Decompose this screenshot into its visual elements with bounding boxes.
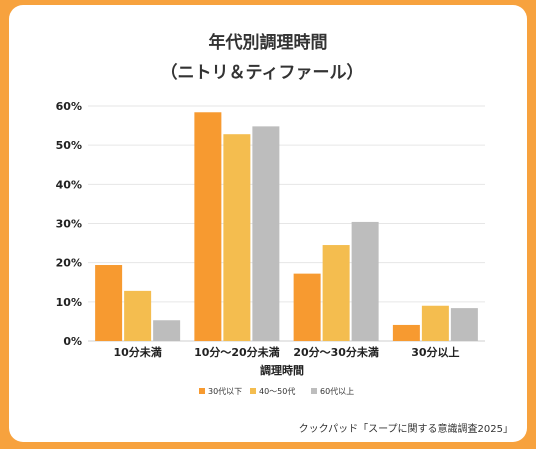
bar — [153, 320, 181, 341]
legend: 30代以下 40〜50代 60代以上 — [199, 386, 354, 396]
bar — [194, 112, 222, 342]
y-tick-label: 20% — [56, 257, 82, 270]
legend-label: 60代以上 — [320, 386, 354, 396]
legend-swatch — [311, 388, 317, 394]
bar — [293, 273, 321, 341]
bar — [124, 290, 152, 341]
y-tick-label: 10% — [56, 296, 82, 309]
x-axis-label: 調理時間 — [260, 363, 304, 377]
y-tick-label: 0% — [63, 335, 82, 348]
source-note: クックパッド「スープに関する意識調査2025」 — [299, 422, 513, 435]
bar — [392, 324, 420, 341]
y-tick-label: 30% — [56, 218, 82, 231]
legend-label: 30代以下 — [208, 386, 242, 396]
legend-label: 40〜50代 — [259, 386, 295, 396]
bars — [95, 112, 478, 342]
chart-title-line1: 年代別調理時間 — [209, 32, 328, 53]
x-category-label: 20分〜30分未満 — [293, 345, 379, 359]
y-axis-ticks: 0% 10% 20% 30% 40% 50% 60% — [56, 100, 82, 348]
bar — [450, 308, 478, 341]
legend-swatch — [199, 388, 205, 394]
bar — [351, 221, 379, 341]
legend-swatch — [250, 388, 256, 394]
chart-title-line2: （ニトリ＆ティファール） — [161, 62, 364, 83]
x-category-label: 30分以上 — [411, 345, 459, 359]
bar — [223, 134, 251, 341]
bar — [322, 245, 350, 341]
bar — [252, 126, 280, 341]
y-tick-label: 40% — [56, 178, 82, 191]
bar — [421, 305, 449, 341]
bar — [95, 265, 123, 341]
x-axis-categories: 10分未満 10分〜20分未満 20分〜30分未満 30分以上 — [113, 345, 459, 359]
x-category-label: 10分未満 — [113, 345, 161, 359]
y-tick-label: 50% — [56, 139, 82, 152]
y-tick-label: 60% — [56, 100, 82, 113]
x-category-label: 10分〜20分未満 — [194, 345, 280, 359]
